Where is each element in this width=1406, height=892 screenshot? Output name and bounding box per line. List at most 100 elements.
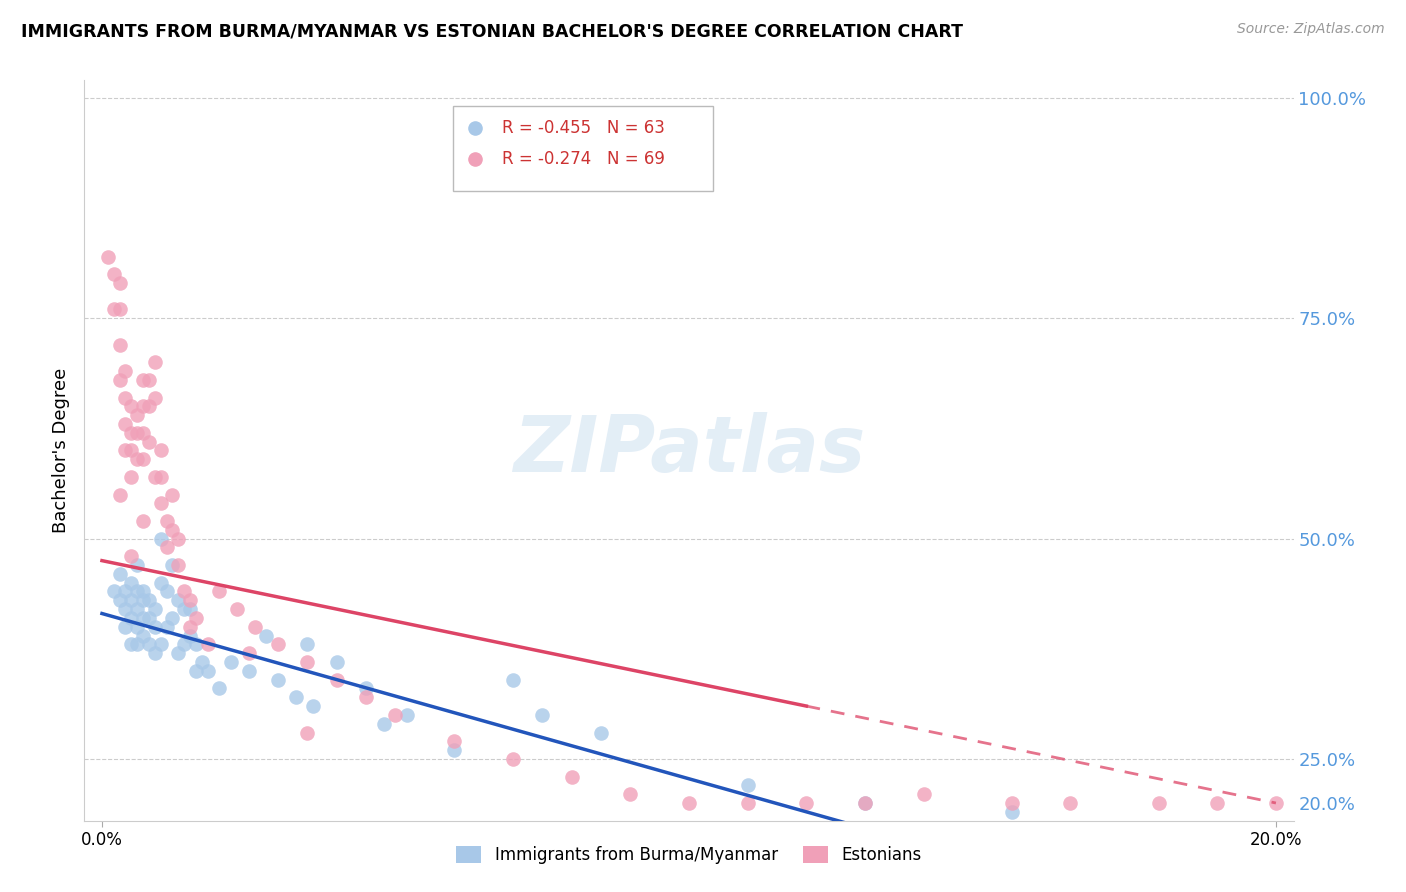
Point — [502, 752, 524, 766]
Point — [853, 796, 876, 810]
Point — [184, 637, 207, 651]
Point — [589, 725, 612, 739]
Point — [103, 267, 125, 281]
Point — [267, 637, 290, 651]
Point — [297, 637, 319, 651]
Point — [143, 646, 166, 660]
Point — [1059, 796, 1081, 810]
Text: R = -0.274   N = 69: R = -0.274 N = 69 — [502, 151, 665, 169]
Point — [138, 611, 160, 625]
Point — [108, 566, 131, 581]
Point — [127, 602, 149, 616]
Point — [127, 584, 149, 599]
Point — [162, 523, 184, 537]
Point — [561, 770, 583, 784]
Point — [912, 787, 935, 801]
FancyBboxPatch shape — [453, 106, 713, 191]
Point — [155, 620, 177, 634]
Point — [114, 584, 136, 599]
Point — [114, 417, 136, 431]
Point — [737, 778, 759, 792]
Point — [143, 602, 166, 616]
Point — [179, 620, 201, 634]
Point — [326, 655, 349, 669]
Point — [197, 637, 219, 651]
Y-axis label: Bachelor's Degree: Bachelor's Degree — [52, 368, 70, 533]
Point — [138, 400, 160, 414]
Point — [120, 637, 142, 651]
Point — [149, 532, 172, 546]
Point — [108, 276, 131, 290]
Point — [149, 470, 172, 484]
Point — [162, 487, 184, 501]
Point — [97, 250, 120, 264]
Point — [138, 593, 160, 607]
Point — [138, 434, 160, 449]
Point — [120, 470, 142, 484]
Point — [132, 611, 155, 625]
Point — [1147, 796, 1170, 810]
Point — [179, 628, 201, 642]
Point — [149, 443, 172, 458]
Point — [238, 664, 260, 678]
Point — [103, 302, 125, 317]
Point — [114, 364, 136, 378]
Point — [737, 796, 759, 810]
Point — [132, 373, 155, 387]
Point — [114, 391, 136, 405]
Point — [162, 558, 184, 572]
Point — [149, 575, 172, 590]
Point — [173, 584, 195, 599]
Point — [127, 637, 149, 651]
Point — [1206, 796, 1229, 810]
Point — [190, 655, 212, 669]
Point — [162, 611, 184, 625]
Point — [108, 487, 131, 501]
Point — [143, 620, 166, 634]
Point — [127, 452, 149, 467]
Text: IMMIGRANTS FROM BURMA/MYANMAR VS ESTONIAN BACHELOR'S DEGREE CORRELATION CHART: IMMIGRANTS FROM BURMA/MYANMAR VS ESTONIA… — [21, 22, 963, 40]
Point — [149, 637, 172, 651]
Point — [132, 593, 155, 607]
Point — [254, 628, 277, 642]
Point — [531, 707, 554, 722]
Point — [794, 796, 817, 810]
Point — [155, 541, 177, 555]
Point — [120, 443, 142, 458]
Point — [120, 611, 142, 625]
Point — [138, 373, 160, 387]
Point — [155, 514, 177, 528]
Point — [138, 637, 160, 651]
Point — [384, 707, 406, 722]
Point — [120, 400, 142, 414]
Point — [354, 681, 377, 696]
Point — [326, 673, 349, 687]
Point — [143, 355, 166, 369]
Point — [167, 558, 190, 572]
Point — [226, 602, 249, 616]
Point — [267, 673, 290, 687]
Point — [132, 400, 155, 414]
Point — [167, 593, 190, 607]
Point — [149, 496, 172, 510]
Point — [619, 787, 641, 801]
Point — [297, 725, 319, 739]
Point — [297, 655, 319, 669]
Point — [238, 646, 260, 660]
Point — [155, 584, 177, 599]
Point — [179, 593, 201, 607]
Point — [114, 443, 136, 458]
Text: Source: ZipAtlas.com: Source: ZipAtlas.com — [1237, 22, 1385, 37]
Point — [173, 602, 195, 616]
Point — [127, 408, 149, 422]
Point — [219, 655, 242, 669]
Legend: Immigrants from Burma/Myanmar, Estonians: Immigrants from Burma/Myanmar, Estonians — [457, 846, 921, 864]
Point — [167, 646, 190, 660]
Point — [373, 716, 395, 731]
Point — [132, 584, 155, 599]
Point — [1001, 796, 1024, 810]
Point — [853, 796, 876, 810]
Point — [114, 602, 136, 616]
Point — [120, 425, 142, 440]
Point — [184, 664, 207, 678]
